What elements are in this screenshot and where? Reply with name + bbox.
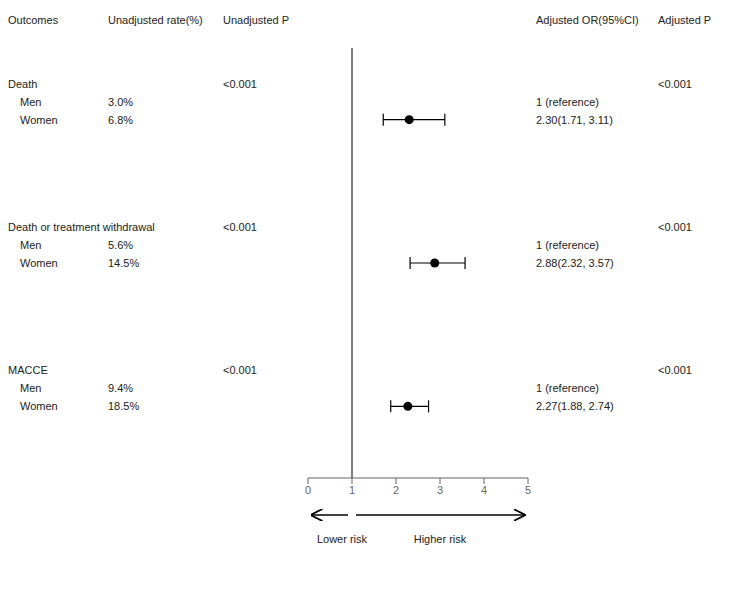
html-text:Women: Women bbox=[20, 113, 58, 126]
html-text:Men: Men bbox=[20, 382, 42, 395]
html-text:2.88(2.32, 3.57): 2.88(2.32, 3.57) bbox=[536, 257, 614, 269]
svg-text:Lower risk: Lower risk bbox=[317, 533, 368, 545]
html-text:Unadjusted rate(%): Unadjusted rate(%) bbox=[108, 14, 203, 26]
html-text:Unadjusted P: Unadjusted P bbox=[223, 14, 289, 26]
svg-text:4: 4 bbox=[481, 484, 487, 496]
html-text:Death: Death bbox=[8, 77, 38, 90]
html-text:Men: Men bbox=[20, 95, 42, 108]
html-text:<0.001: <0.001 bbox=[223, 364, 257, 377]
html-text:Women: Women bbox=[20, 257, 58, 269]
svg-text:0: 0 bbox=[305, 484, 311, 496]
html-text:Adjusted OR(95%CI): Adjusted OR(95%CI) bbox=[536, 14, 639, 26]
html-text:1 (reference): 1 (reference) bbox=[536, 239, 599, 251]
html-text:MACCE: MACCE bbox=[8, 364, 48, 377]
html-text:Adjusted P: Adjusted P bbox=[658, 14, 712, 26]
html-text:1 (reference): 1 (reference) bbox=[536, 382, 599, 395]
html-text:6.8%: 6.8% bbox=[108, 113, 134, 126]
svg-text:Higher risk: Higher risk bbox=[414, 533, 467, 545]
html-text:Outcomes: Outcomes bbox=[8, 14, 59, 26]
html-text:Men: Men bbox=[20, 239, 42, 251]
html-text:<0.001: <0.001 bbox=[658, 77, 692, 90]
html-text:<0.001: <0.001 bbox=[658, 221, 692, 233]
svg-text:1: 1 bbox=[349, 484, 355, 496]
svg-text:2: 2 bbox=[393, 484, 399, 496]
html-text:14.5%: 14.5% bbox=[108, 257, 140, 269]
html-text:3.0%: 3.0% bbox=[108, 95, 134, 108]
html-text:<0.001: <0.001 bbox=[223, 221, 257, 233]
html-text:18.5%: 18.5% bbox=[108, 400, 140, 413]
html-text:Women: Women bbox=[20, 400, 58, 413]
html-text:<0.001: <0.001 bbox=[223, 77, 257, 90]
html-text:<0.001: <0.001 bbox=[658, 364, 692, 377]
svg-text:3: 3 bbox=[437, 484, 443, 496]
html-text:9.4%: 9.4% bbox=[108, 382, 134, 395]
html-text:5.6%: 5.6% bbox=[108, 239, 134, 251]
html-text:1 (reference): 1 (reference) bbox=[536, 95, 599, 108]
svg-text:5: 5 bbox=[525, 484, 531, 496]
html-text:2.27(1.88, 2.74): 2.27(1.88, 2.74) bbox=[536, 400, 614, 413]
html-text:2.30(1.71, 3.11): 2.30(1.71, 3.11) bbox=[536, 113, 613, 126]
html-text:Death or treatment withdrawal: Death or treatment withdrawal bbox=[8, 221, 155, 233]
